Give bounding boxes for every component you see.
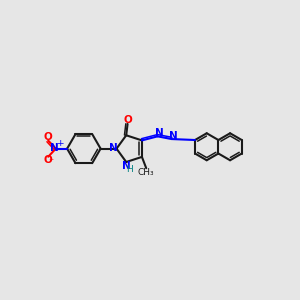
Text: CH₃: CH₃ [138, 168, 154, 177]
Text: ⁻: ⁻ [48, 157, 53, 167]
Text: N: N [122, 161, 130, 171]
Text: O: O [123, 116, 132, 125]
Text: O: O [44, 132, 52, 142]
Text: N: N [50, 143, 59, 153]
Text: +: + [56, 139, 63, 148]
Text: N: N [169, 131, 178, 141]
Text: O: O [44, 155, 52, 165]
Text: N: N [155, 128, 164, 138]
Text: N: N [109, 143, 117, 153]
Text: H: H [126, 165, 133, 174]
